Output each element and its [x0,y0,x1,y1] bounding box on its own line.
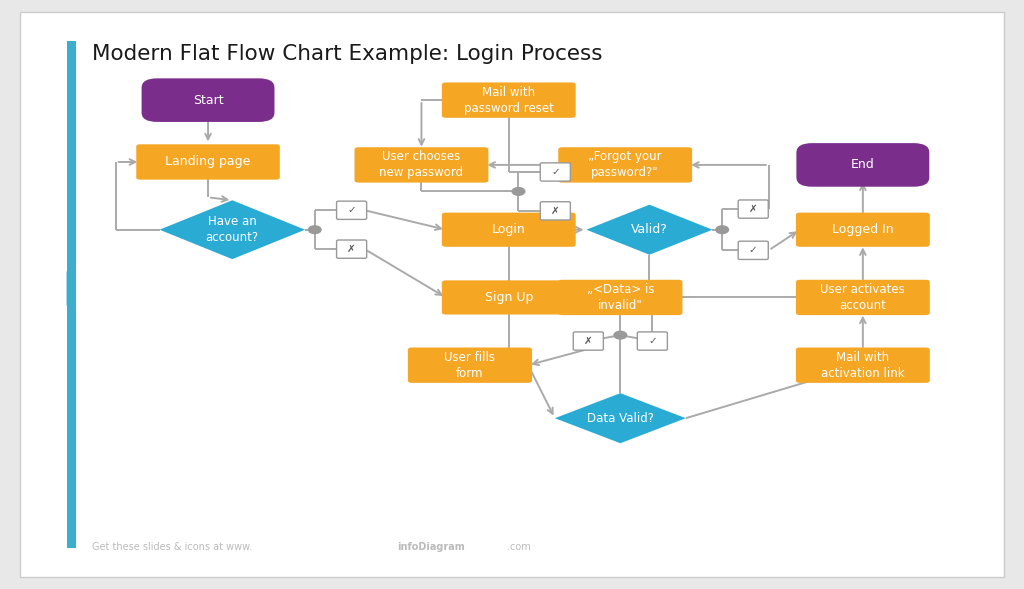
Text: ✗: ✗ [551,206,560,216]
Polygon shape [587,205,713,254]
FancyBboxPatch shape [738,200,768,219]
Text: Valid?: Valid? [631,223,668,236]
Text: Sign Up: Sign Up [484,291,532,304]
Text: .com: .com [507,542,530,552]
FancyBboxPatch shape [797,143,930,187]
Text: User fills
form: User fills form [444,350,496,380]
Text: Get these slides & icons at www.: Get these slides & icons at www. [91,542,252,552]
Text: End: End [851,158,874,171]
FancyBboxPatch shape [558,280,682,315]
Text: Data Valid?: Data Valid? [587,412,654,425]
Text: Start: Start [193,94,223,107]
Text: ✗: ✗ [749,204,758,214]
Text: User chooses
new password: User chooses new password [380,150,464,180]
Text: „Forgot your
password?": „Forgot your password?" [589,150,662,180]
FancyBboxPatch shape [337,240,367,258]
Text: infoDiagram: infoDiagram [397,542,465,552]
FancyBboxPatch shape [541,163,570,181]
FancyBboxPatch shape [441,213,575,247]
Text: Mail with
password reset: Mail with password reset [464,85,554,115]
Text: User activates
account: User activates account [820,283,905,312]
Text: ✓: ✓ [347,206,356,215]
Text: ✓: ✓ [551,167,560,177]
Text: Modern Flat Flow Chart Example: Login Process: Modern Flat Flow Chart Example: Login Pr… [91,44,602,64]
Circle shape [716,226,728,234]
Text: Have an
account?: Have an account? [206,215,259,244]
Text: „<Data> is
invalid": „<Data> is invalid" [587,283,654,312]
FancyBboxPatch shape [441,280,575,315]
Text: ✗: ✗ [347,244,356,254]
FancyBboxPatch shape [573,332,603,350]
FancyBboxPatch shape [354,147,488,183]
FancyBboxPatch shape [558,147,692,183]
Text: Logged In: Logged In [833,223,894,236]
Polygon shape [160,200,305,259]
FancyBboxPatch shape [796,280,930,315]
Text: ✗: ✗ [584,336,593,346]
FancyBboxPatch shape [796,348,930,383]
Text: ✓: ✓ [749,246,758,255]
Text: Mail with
activation link: Mail with activation link [821,350,904,380]
Polygon shape [555,393,686,444]
Circle shape [512,187,524,196]
FancyBboxPatch shape [136,144,280,180]
FancyBboxPatch shape [141,78,274,122]
Text: ✓: ✓ [648,336,656,346]
FancyBboxPatch shape [738,241,768,259]
FancyBboxPatch shape [408,348,532,383]
Text: Landing page: Landing page [165,155,251,168]
FancyBboxPatch shape [796,213,930,247]
Text: Login: Login [492,223,525,236]
Circle shape [614,331,627,339]
FancyBboxPatch shape [541,201,570,220]
Circle shape [308,226,322,234]
FancyBboxPatch shape [337,201,367,219]
FancyBboxPatch shape [441,82,575,118]
FancyBboxPatch shape [637,332,668,350]
